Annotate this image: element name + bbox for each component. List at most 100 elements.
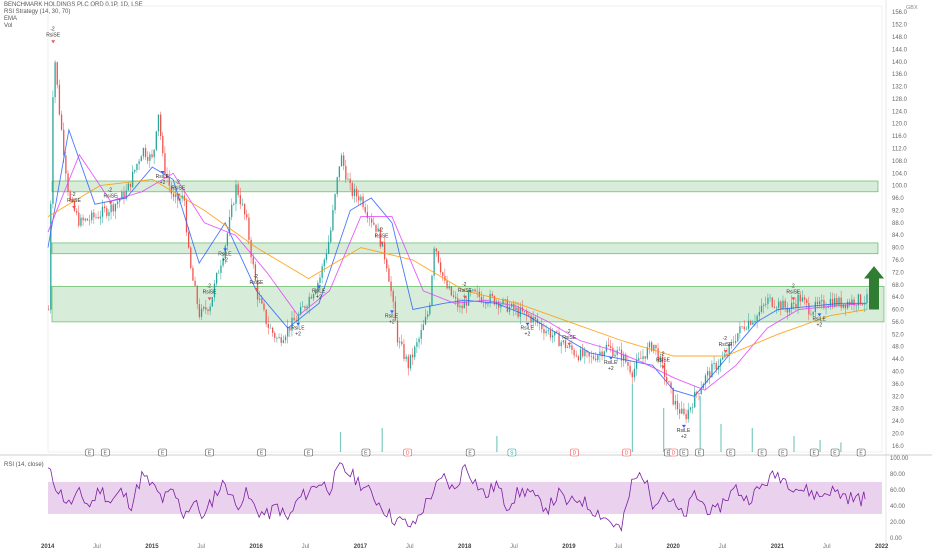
candle-body bbox=[801, 297, 804, 302]
candle-body bbox=[556, 331, 558, 333]
candle-body bbox=[78, 212, 80, 226]
rsi-panel-label[interactable]: RSI (14, close) bbox=[4, 462, 44, 468]
candle-body bbox=[407, 356, 409, 369]
candle-body bbox=[192, 267, 194, 281]
candle-body bbox=[685, 414, 687, 420]
signal-qty: -2 bbox=[108, 187, 113, 193]
candle-body bbox=[207, 309, 209, 312]
indicator-ema[interactable]: EMA bbox=[4, 16, 18, 22]
volume-bar bbox=[381, 428, 383, 452]
y-tick-label: 108.0 bbox=[892, 159, 908, 165]
signal-arrow bbox=[223, 248, 228, 252]
candle-body bbox=[364, 207, 366, 213]
y-tick-label: 136.0 bbox=[892, 72, 908, 78]
y-tick-label: 24.0 bbox=[892, 419, 904, 425]
candle-body bbox=[760, 305, 763, 312]
candle-body bbox=[689, 407, 692, 410]
candle-body bbox=[179, 198, 181, 201]
candle-body bbox=[215, 273, 218, 284]
candle-body bbox=[575, 355, 577, 357]
indicator-vol[interactable]: Vol bbox=[4, 23, 13, 29]
support-resistance-zone bbox=[51, 242, 879, 255]
candle-body bbox=[545, 331, 547, 334]
x-tick-label: 2018 bbox=[458, 544, 472, 550]
candle-body bbox=[851, 299, 853, 305]
signal-label: RsiLE bbox=[156, 174, 170, 180]
y-tick-label: 32.0 bbox=[892, 394, 904, 400]
rsi-tick-label: 60.00 bbox=[890, 488, 906, 494]
candle-body bbox=[175, 194, 177, 197]
candle-body bbox=[747, 320, 750, 329]
y-tick-label: 92.0 bbox=[892, 208, 904, 214]
indicator-rsi-strategy[interactable]: RSI Strategy (14, 30, 70) bbox=[4, 9, 71, 15]
candle-body bbox=[293, 317, 295, 321]
event-marker bbox=[85, 448, 94, 457]
candle-body bbox=[334, 194, 336, 211]
candle-body bbox=[758, 311, 760, 316]
candle-body bbox=[782, 300, 784, 310]
candle-body bbox=[323, 259, 325, 267]
signal-arrow bbox=[317, 285, 322, 289]
candle-body bbox=[274, 332, 276, 339]
candle-body bbox=[138, 161, 140, 164]
signal-arrow bbox=[72, 205, 77, 209]
signal-qty: -2 bbox=[175, 180, 180, 186]
candle-body bbox=[343, 155, 345, 166]
candle-body bbox=[765, 303, 767, 305]
candle-body bbox=[123, 191, 125, 199]
candle-body bbox=[595, 358, 597, 361]
signal-qty: +2 bbox=[608, 366, 614, 372]
candle-body bbox=[732, 342, 735, 343]
x-tick-label: Jul bbox=[823, 544, 831, 550]
candle-body bbox=[211, 297, 213, 307]
candle-body bbox=[543, 329, 545, 334]
candle-body bbox=[709, 371, 711, 378]
event-marker-label: E bbox=[161, 451, 165, 457]
candle-body bbox=[308, 296, 310, 307]
signal-qty: +2 bbox=[389, 319, 395, 325]
candle-body bbox=[816, 301, 819, 305]
volume-bar bbox=[339, 432, 342, 452]
candle-body bbox=[741, 326, 743, 327]
candle-body bbox=[513, 303, 515, 310]
candle-body bbox=[614, 354, 616, 357]
candle-body bbox=[224, 245, 226, 259]
candle-body bbox=[461, 305, 463, 309]
y-tick-label: 80.0 bbox=[892, 246, 904, 252]
candle-body bbox=[778, 301, 780, 308]
x-tick-label: Jul bbox=[510, 544, 518, 550]
signal-label: RsiSE bbox=[458, 288, 473, 294]
rsi-tick-label: 20.00 bbox=[890, 520, 906, 526]
y-tick-label: 88.0 bbox=[892, 221, 904, 227]
signal-label: RsiSE bbox=[171, 186, 186, 192]
candle-body bbox=[691, 407, 694, 408]
candle-body bbox=[648, 342, 651, 348]
y-tick-label: 28.0 bbox=[892, 407, 904, 413]
candle-body bbox=[71, 200, 73, 202]
event-marker-label: E bbox=[307, 451, 311, 457]
candle-body bbox=[381, 242, 384, 247]
candle-body bbox=[668, 381, 670, 383]
candle-body bbox=[280, 337, 282, 343]
candle-body bbox=[455, 296, 457, 299]
candle-body bbox=[144, 148, 147, 157]
signal-label: RsiSE bbox=[719, 342, 734, 348]
candle-body bbox=[631, 372, 633, 378]
y-tick-label: 116.0 bbox=[892, 134, 907, 140]
candle-body bbox=[291, 317, 293, 331]
candle-body bbox=[269, 327, 272, 329]
candle-body bbox=[362, 196, 364, 208]
candle-body bbox=[405, 356, 407, 360]
candle-body bbox=[541, 323, 543, 330]
candle-body bbox=[599, 351, 601, 356]
candle-body bbox=[284, 336, 287, 341]
candle-body bbox=[560, 342, 562, 347]
candle-body bbox=[722, 357, 724, 360]
candle-body bbox=[358, 196, 360, 201]
candle-body bbox=[373, 222, 375, 225]
candle-body bbox=[569, 345, 571, 348]
candle-body bbox=[213, 283, 216, 298]
y-tick-label: 120.0 bbox=[892, 122, 908, 128]
candle-body bbox=[743, 326, 745, 330]
